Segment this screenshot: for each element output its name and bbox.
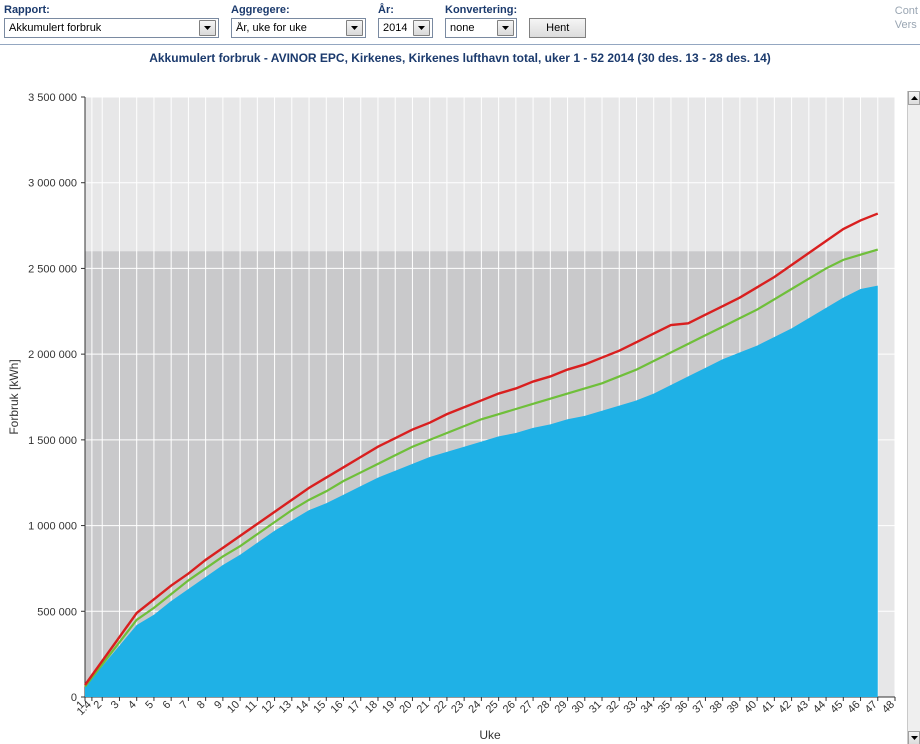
x-axis-label: Uke (479, 728, 501, 742)
chart-container: Akkumulert forbruk - AVINOR EPC, Kirkene… (0, 45, 920, 744)
x-tick-label: 14 (294, 699, 311, 716)
combo-ar[interactable]: 2014 (378, 18, 433, 38)
scroll-track[interactable] (908, 105, 920, 731)
chevron-down-icon[interactable] (346, 20, 363, 36)
y-tick-label: 1 500 000 (28, 435, 77, 447)
x-tick-label: 41 (759, 699, 776, 716)
x-tick-label: 27 (518, 699, 535, 716)
y-tick-label: 2 000 000 (28, 349, 77, 361)
x-tick-label: 44 (811, 699, 828, 716)
label-konvertering: Konvertering: (445, 4, 517, 16)
right-info: Cont Vers (895, 4, 918, 32)
right-info-line1: Cont (895, 4, 918, 18)
combo-rapport-value: Akkumulert forbruk (9, 22, 101, 34)
x-tick-label: 28 (535, 699, 552, 716)
label-aggregere: Aggregere: (231, 4, 366, 16)
x-tick-label: 21 (415, 699, 432, 716)
y-tick-label: 3 000 000 (28, 178, 77, 190)
y-tick-label: 2 500 000 (28, 263, 77, 275)
x-tick-label: 26 (501, 699, 518, 716)
x-tick-label: 25 (484, 699, 501, 716)
x-tick-label: 36 (673, 699, 690, 716)
x-tick-label: 16 (328, 699, 345, 716)
x-tick-label: 32 (604, 699, 621, 716)
x-tick-label: 45 (828, 699, 845, 716)
combo-ar-value: 2014 (383, 22, 407, 34)
field-aggregere: Aggregere: År, uke for uke (231, 4, 366, 38)
scroll-up-icon[interactable] (908, 91, 920, 105)
x-tick-label: 34 (639, 699, 656, 716)
y-tick-label: 1 000 000 (28, 521, 77, 533)
combo-aggregere-value: År, uke for uke (236, 22, 307, 34)
x-tick-label: 37 (690, 699, 707, 716)
right-info-line2: Vers (895, 18, 918, 32)
chart-title: Akkumulert forbruk - AVINOR EPC, Kirkene… (0, 45, 920, 67)
x-tick-label: 13 (277, 699, 294, 716)
x-tick-label: 48 (880, 699, 897, 716)
chevron-down-icon[interactable] (199, 20, 216, 36)
combo-konvertering-value: none (450, 22, 474, 34)
x-tick-label: 47 (863, 699, 880, 716)
combo-rapport[interactable]: Akkumulert forbruk (4, 18, 219, 38)
label-ar: År: (378, 4, 433, 16)
x-tick-label: 42 (777, 699, 794, 716)
x-tick-label: 40 (742, 699, 759, 716)
combo-konvertering[interactable]: none (445, 18, 517, 38)
x-tick-label: 35 (656, 699, 673, 716)
x-tick-label: 11 (243, 699, 260, 716)
x-tick-label: 12 (260, 699, 277, 716)
chevron-down-icon[interactable] (497, 20, 514, 36)
chevron-down-icon[interactable] (413, 20, 430, 36)
toolbar: Rapport: Akkumulert forbruk Aggregere: Å… (0, 0, 920, 45)
x-tick-label: 39 (725, 699, 742, 716)
vertical-scrollbar[interactable] (907, 91, 920, 744)
x-tick-label: 31 (587, 699, 604, 716)
x-tick-label: 17 (346, 699, 363, 716)
x-tick-label: 33 (621, 699, 638, 716)
x-tick-label: 46 (846, 699, 863, 716)
x-tick-label: 24 (466, 699, 483, 716)
field-konvertering: Konvertering: none (445, 4, 517, 38)
x-tick-label: 10 (225, 699, 242, 716)
x-tick-label: 30 (570, 699, 587, 716)
field-hent: Hent (529, 4, 586, 38)
field-rapport: Rapport: Akkumulert forbruk (4, 4, 219, 38)
hent-button[interactable]: Hent (529, 18, 586, 38)
x-tick-label: 18 (363, 699, 380, 716)
y-axis-label: Forbruk [kWh] (7, 359, 21, 434)
label-rapport: Rapport: (4, 4, 219, 16)
x-tick-label: 43 (794, 699, 811, 716)
x-tick-label: 19 (380, 699, 397, 716)
chart-svg: 0500 0001 000 0001 500 0002 000 0002 500… (0, 67, 908, 744)
x-tick-label: 38 (708, 699, 725, 716)
x-tick-label: 15 (311, 699, 328, 716)
x-tick-label: 23 (449, 699, 466, 716)
x-tick-label: 20 (397, 699, 414, 716)
spacer (529, 4, 586, 16)
y-tick-label: 3 500 000 (28, 92, 77, 104)
scroll-down-icon[interactable] (908, 731, 920, 744)
field-ar: År: 2014 (378, 4, 433, 38)
combo-aggregere[interactable]: År, uke for uke (231, 18, 366, 38)
x-tick-label: 29 (553, 699, 570, 716)
x-tick-label: 22 (432, 699, 449, 716)
y-tick-label: 500 000 (37, 606, 77, 618)
